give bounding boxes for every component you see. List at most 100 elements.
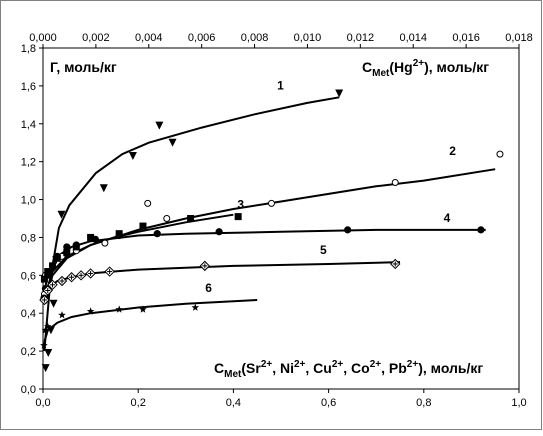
bottom-axis-ni: , Ni xyxy=(272,360,294,376)
data-point-3 xyxy=(63,249,71,257)
data-point-1 xyxy=(168,138,177,147)
data-point-5 xyxy=(390,258,401,270)
data-point-2 xyxy=(163,215,171,222)
top-axis-label-sup: 2+ xyxy=(413,58,425,69)
data-point-1 xyxy=(99,184,108,193)
data-point-4 xyxy=(91,235,99,243)
curve-labels-layer: 1 2 3 4 5 6 xyxy=(205,78,456,295)
bottom-axis-pb: , Pb xyxy=(381,360,407,376)
data-point-6 xyxy=(115,305,123,313)
data-point-3 xyxy=(87,233,95,241)
bottom-axis-label-sub: Met xyxy=(224,369,242,380)
data-point-4 xyxy=(44,271,52,279)
y-tick-label: 0,6 xyxy=(21,270,36,282)
bottom-axis-co: , Co xyxy=(343,360,369,376)
data-point-5 xyxy=(85,268,96,279)
bottom-axis-label-rest: (Sr xyxy=(241,360,261,376)
data-point-4 xyxy=(53,252,61,260)
top-tick-label: 0,018 xyxy=(505,32,533,44)
y-tick-label: 0,0 xyxy=(21,384,36,396)
data-point-4 xyxy=(477,226,485,234)
data-point-6 xyxy=(86,307,95,315)
top-tick-label: 0,010 xyxy=(294,32,322,44)
data-point-1 xyxy=(57,210,66,219)
data-point-3 xyxy=(139,222,147,230)
bottom-axis-sup-ni: 2+ xyxy=(294,359,306,370)
data-point-1 xyxy=(128,151,137,160)
bottom-axis-sup-cu: 2+ xyxy=(332,359,344,370)
top-axis-label-sub: Met xyxy=(372,68,390,79)
top-tick-label: 0,008 xyxy=(241,32,269,44)
curve-label-2: 2 xyxy=(449,144,456,158)
y-tick-label: 1,4 xyxy=(21,119,36,131)
data-point-3 xyxy=(44,268,52,276)
top-axis-label: CMet(Hg2+), моль/кг xyxy=(362,58,489,79)
y-tick-label: 1,0 xyxy=(21,195,36,207)
y-tick-label: 1,2 xyxy=(21,157,36,169)
top-axis-label-rest: ), моль/кг xyxy=(424,59,489,75)
data-point-5 xyxy=(66,272,77,283)
curve-label-1: 1 xyxy=(277,78,284,92)
top-tick-label: 0,006 xyxy=(188,32,216,44)
bottom-axis-sup-co: 2+ xyxy=(370,359,382,370)
data-point-6 xyxy=(41,326,50,334)
data-point-1 xyxy=(44,349,53,358)
top-tick-label: 0,002 xyxy=(82,32,110,44)
ticks-layer: 0,0 0,2 0,4 0,6 0,8 1,0 1,2 1,4 1,6 1,8 0,0 0,2 0,4 0… xyxy=(21,32,533,409)
curve-label-3: 3 xyxy=(237,198,244,212)
curve-label-6: 6 xyxy=(205,281,212,295)
data-point-4 xyxy=(344,226,352,234)
data-point-2 xyxy=(101,239,109,247)
data-point-4 xyxy=(72,241,80,249)
bottom-axis-sup-pb: 2+ xyxy=(407,359,419,370)
y-tick-label: 1,6 xyxy=(21,81,36,93)
plot-area xyxy=(42,47,520,390)
data-point-5 xyxy=(42,285,53,296)
bottom-tick-label: 0,4 xyxy=(226,397,241,409)
points-layer xyxy=(39,89,504,373)
data-point-6 xyxy=(44,322,52,330)
y-tick-label: 1,8 xyxy=(21,43,36,55)
top-tick-label: 0,000 xyxy=(29,32,57,44)
data-point-4 xyxy=(153,230,161,238)
data-point-1 xyxy=(41,364,50,373)
data-point-4 xyxy=(63,243,71,251)
y-tick-label: 0,8 xyxy=(21,232,36,244)
data-point-1 xyxy=(155,121,164,130)
data-point-5 xyxy=(47,279,58,291)
top-tick-label: 0,004 xyxy=(135,32,163,44)
data-point-6 xyxy=(191,303,200,311)
bottom-tick-label: 0,2 xyxy=(131,397,146,409)
bottom-axis-sup-sr: 2+ xyxy=(261,359,273,370)
curve-label-4: 4 xyxy=(444,211,451,225)
data-point-4 xyxy=(215,228,223,236)
bottom-axis-label: CMet(Sr2+, Ni2+, Cu2+, Co2+, Pb2+), моль… xyxy=(214,359,483,380)
data-point-5 xyxy=(39,294,50,306)
curve-label-5: 5 xyxy=(320,243,327,257)
bottom-tick-label: 1,0 xyxy=(511,397,526,409)
top-tick-label: 0,016 xyxy=(452,32,480,44)
data-point-5 xyxy=(56,275,68,287)
data-point-5 xyxy=(104,266,115,277)
data-point-6 xyxy=(139,305,147,313)
data-point-3 xyxy=(234,213,242,221)
data-point-5 xyxy=(75,270,87,281)
data-point-5 xyxy=(199,260,211,272)
data-point-2 xyxy=(391,179,399,187)
fit-line-1 xyxy=(43,96,340,352)
bottom-tick-label: 0,8 xyxy=(416,397,431,409)
data-point-2 xyxy=(496,150,504,158)
data-point-3 xyxy=(40,275,48,283)
top-tick-label: 0,012 xyxy=(347,32,375,44)
top-axis-label-mid: (Hg xyxy=(389,59,412,75)
data-point-2 xyxy=(267,199,275,207)
bottom-axis-label-prefix: C xyxy=(214,360,224,376)
data-point-3 xyxy=(187,215,195,222)
data-point-6 xyxy=(40,341,48,349)
data-point-1 xyxy=(335,89,344,98)
bottom-axis-cu: , Cu xyxy=(305,360,331,376)
data-point-6 xyxy=(58,311,66,319)
bottom-tick-label: 0,0 xyxy=(35,397,50,409)
